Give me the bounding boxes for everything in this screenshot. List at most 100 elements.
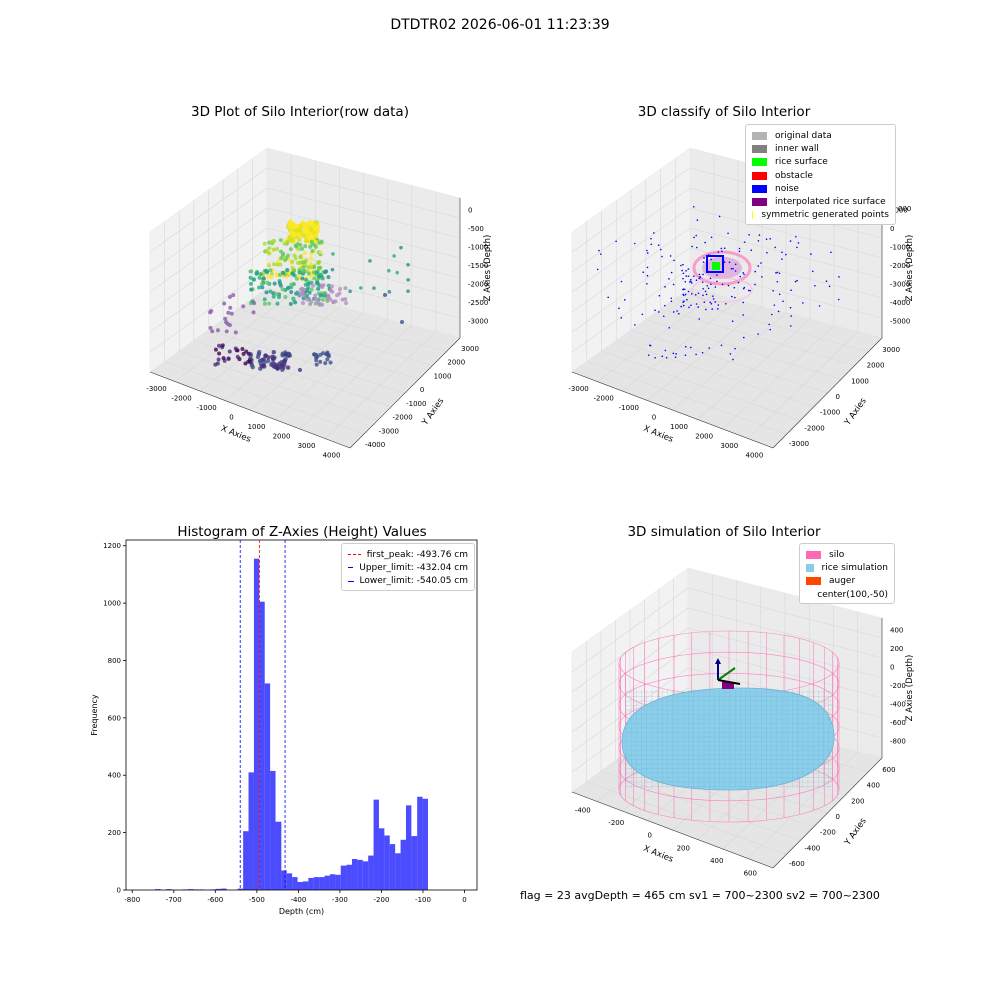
tl-x-tick: 0 <box>229 413 233 421</box>
histogram-bar <box>221 888 227 890</box>
br-x-tick: 0 <box>648 832 652 840</box>
tl-data-point <box>306 285 311 290</box>
auger-marker <box>722 682 734 689</box>
tl-data-point <box>325 296 330 301</box>
tl-data-point <box>249 287 254 292</box>
tr-noise-point <box>618 307 620 310</box>
tr-noise-point <box>695 246 698 249</box>
histogram-bar <box>405 805 412 890</box>
tr-noise-point <box>721 250 723 253</box>
tl-data-point <box>312 265 317 270</box>
panel-tr-title: 3D classify of Silo Interior <box>637 104 811 120</box>
tl-data-point <box>217 351 222 356</box>
legend-entry: noise <box>752 182 889 195</box>
tr-noise-point <box>727 232 729 235</box>
tl-data-point <box>297 227 303 233</box>
tr-noise-point <box>690 282 693 284</box>
tr-noise-point <box>658 311 660 313</box>
histogram-bar <box>324 875 330 890</box>
tl-data-point <box>400 320 404 324</box>
tl-data-point <box>268 289 273 294</box>
tr-noise-point <box>768 323 770 326</box>
tl-data-point <box>406 262 410 267</box>
x-tick-label: -600 <box>207 896 223 904</box>
tr-noise-point <box>620 280 623 283</box>
tl-data-point <box>296 246 301 251</box>
histogram-bar <box>297 881 303 890</box>
tl-data-point <box>306 265 311 270</box>
tl-data-point <box>329 284 334 289</box>
tl-data-point <box>208 325 213 330</box>
tl-grid-floor <box>274 319 388 420</box>
tl-data-point <box>331 252 335 256</box>
tl-data-point <box>252 301 257 306</box>
tr-noise-point <box>682 277 684 280</box>
tr-noise-point <box>796 246 798 249</box>
tr-noise-point <box>838 276 840 278</box>
hist-title: Histogram of Z-Axies (Height) Values <box>177 524 427 540</box>
br-grid-back <box>687 607 883 659</box>
histogram-bar <box>378 828 385 890</box>
tr-noise-point <box>682 293 685 296</box>
tl-data-point <box>300 260 305 265</box>
tr-noise-point <box>687 275 690 277</box>
tr-noise-point <box>688 281 691 283</box>
tr-noise-point <box>714 286 717 288</box>
tr-x-tick: 1000 <box>670 423 688 431</box>
tr-z-tick: -4000 <box>890 299 910 307</box>
tr-y-tick: -3000 <box>789 440 809 448</box>
tl-data-point <box>227 294 232 299</box>
br-grid-left <box>571 607 689 693</box>
tl-data-point <box>317 240 322 245</box>
tl-data-point <box>271 262 276 267</box>
tr-noise-point <box>659 248 662 251</box>
histogram-bar <box>351 859 358 890</box>
tl-z-tick: -2000 <box>468 280 488 288</box>
tl-data-point <box>278 238 283 243</box>
tr-noise-point <box>688 306 690 309</box>
tr-x-tick: 3000 <box>720 442 738 450</box>
tr-noise-point <box>732 358 734 361</box>
tl-data-point <box>323 361 328 366</box>
tl-data-point <box>277 295 282 300</box>
tl-data-point <box>310 248 315 253</box>
tl-data-point <box>290 238 295 243</box>
tr-noise-point <box>670 271 673 274</box>
tl-x-axis-line <box>149 371 351 449</box>
br-y-tick: 600 <box>882 766 895 774</box>
tl-data-point <box>274 291 279 296</box>
legend-label: inner wall <box>775 143 819 154</box>
tr-noise-point <box>702 273 704 276</box>
histogram-bar <box>253 558 260 890</box>
tl-data-point <box>328 297 333 302</box>
tr-noise-point <box>698 273 701 276</box>
tl-data-point <box>301 265 306 270</box>
histogram-bar <box>155 889 161 890</box>
tl-data-point <box>252 277 257 282</box>
tl-data-point <box>278 262 283 267</box>
tl-data-point <box>259 364 265 369</box>
tl-data-point <box>326 275 331 280</box>
tr-grid-back <box>689 227 883 279</box>
tr-noise-point <box>701 351 704 354</box>
tl-data-point <box>233 330 238 335</box>
tr-noise-point <box>734 270 737 272</box>
tr-y-axis-line <box>772 337 883 449</box>
tl-data-point <box>312 233 318 239</box>
tl-data-point <box>300 222 306 227</box>
center-x-arrow <box>717 679 741 685</box>
tr-noise-point <box>728 261 731 264</box>
tr-noise-point <box>687 268 690 270</box>
tr-noise-point <box>769 328 772 331</box>
tr-noise-point <box>650 237 652 240</box>
tr-noise-point <box>710 302 713 305</box>
legend-entry: symmetric generated points <box>752 209 889 222</box>
tr-y-tick: 0 <box>836 393 840 401</box>
tr-z-tick: -3000 <box>890 280 910 288</box>
tr-noise-point <box>757 333 759 335</box>
tl-grid-floor <box>179 350 378 421</box>
tr-noise-point <box>730 267 733 270</box>
tl-data-point <box>325 357 330 362</box>
tr-noise-point <box>646 252 649 254</box>
tr-grid-floor <box>630 329 828 394</box>
